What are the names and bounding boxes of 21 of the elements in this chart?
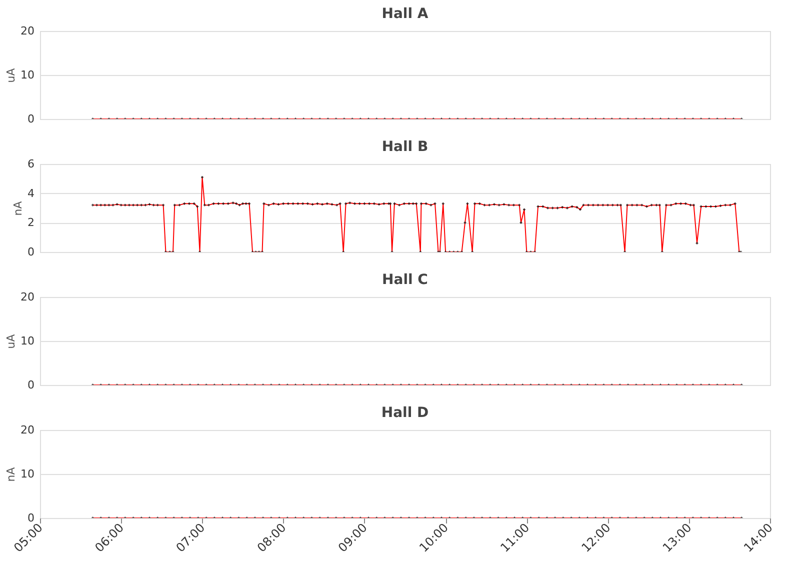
y-tick-label: 10: [20, 468, 34, 480]
y-tick-label: 20: [20, 290, 34, 304]
chart-title: Hall D: [381, 405, 429, 421]
y-axis-title: uA: [4, 334, 18, 349]
y-tick-label: 20: [20, 24, 34, 38]
y-tick-label: 4: [28, 186, 34, 200]
y-tick-label: 20: [20, 424, 34, 436]
y-axis-title: nA: [12, 200, 24, 216]
chart-title: Hall C: [382, 272, 428, 288]
y-tick-label: 2: [28, 216, 34, 230]
y-tick-label: 0: [28, 112, 34, 126]
y-tick-label: 0: [28, 246, 34, 258]
chart-title: Hall B: [382, 139, 428, 155]
y-tick-label: 0: [28, 512, 34, 524]
y-tick-label: 0: [28, 378, 34, 392]
y-tick-label: 10: [20, 68, 34, 82]
chart-title: Hall A: [382, 6, 428, 22]
y-tick-label: 6: [28, 158, 34, 170]
y-axis-title: uA: [4, 68, 18, 83]
y-tick-label: 10: [20, 334, 34, 348]
y-axis-title: nA: [4, 466, 18, 482]
